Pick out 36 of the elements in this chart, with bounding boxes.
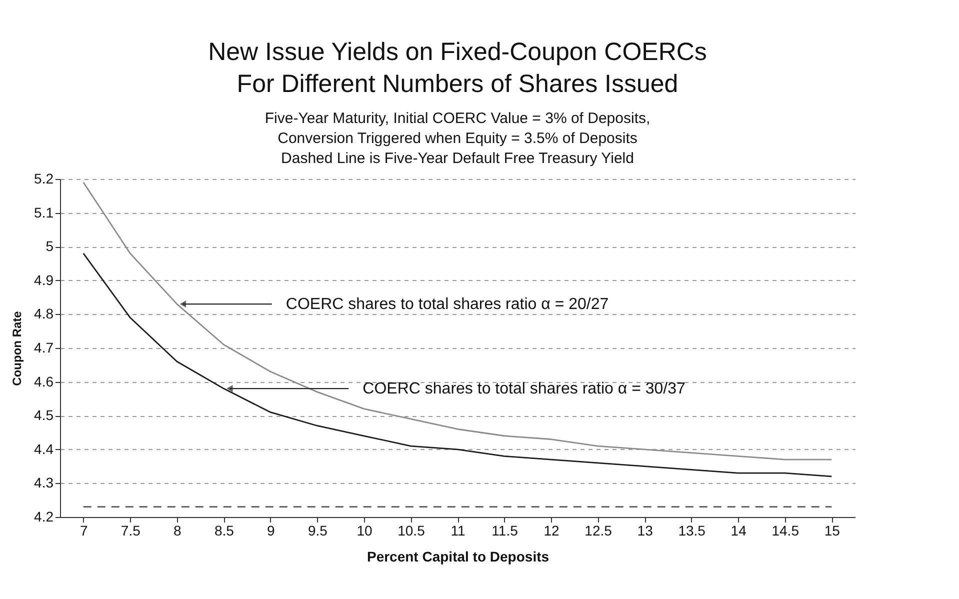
y-axis-title: Coupon Rate — [10, 310, 24, 386]
x-tick-label: 11 — [450, 522, 466, 538]
x-tick-label: 7.5 — [120, 522, 141, 538]
y-tick-label: 4.8 — [34, 306, 54, 322]
y-tick-label: 4.4 — [34, 440, 54, 457]
x-tick-label: 14 — [730, 522, 747, 538]
x-tick-label: 14.5 — [772, 522, 800, 538]
x-tick-label: 11.5 — [492, 522, 518, 538]
y-tick-label: 4.9 — [34, 272, 54, 288]
x-tick-label: 10 — [356, 522, 372, 538]
x-tick-label: 10.5 — [398, 522, 426, 538]
x-tick-label: 13 — [637, 522, 654, 538]
y-tick-label: 4.3 — [34, 474, 54, 491]
y-tick-label: 4.7 — [34, 340, 54, 356]
x-tick-label: 9 — [267, 522, 276, 538]
y-tick-label: 5.1 — [34, 204, 54, 220]
y-tick-label: 4.2 — [34, 508, 54, 524]
chart-title: New Issue Yields on Fixed-Coupon COERCs For Different Numbers of Shares Issued — [208, 38, 707, 98]
y-tick-label: 5.2 — [34, 170, 54, 186]
x-tick-label: 8 — [174, 522, 182, 538]
x-tick-label: 13.5 — [678, 522, 706, 538]
x-tick-label: 9.5 — [308, 522, 328, 538]
x-tick-label: 12 — [544, 522, 560, 538]
x-axis-title: Percent Capital to Deposits — [366, 548, 550, 564]
x-tick-label: 12.5 — [584, 522, 612, 538]
y-tick-label: 5 — [46, 238, 54, 254]
x-tick-label: 15 — [824, 522, 840, 538]
line-series — [82, 182, 832, 460]
x-tick-label: 7 — [80, 522, 88, 538]
x-tick-label: 8.5 — [214, 522, 234, 538]
annotation: COERC shares to total shares ratio α = 30/37 — [362, 380, 686, 398]
y-tick-label: 4.5 — [34, 407, 54, 424]
line-series — [82, 252, 832, 478]
y-tick-label: 4.6 — [34, 373, 54, 390]
chart-subtitle: Five-Year Maturity, Initial COERC Value = 3% of Deposits, Conversion Triggered when Equity = 3.5% of Deposits Dashed Line is Five-Year Default Free Treasury Yield — [264, 110, 650, 167]
annotation: COERC shares to total shares ratio α = 20/27 — [286, 296, 609, 314]
